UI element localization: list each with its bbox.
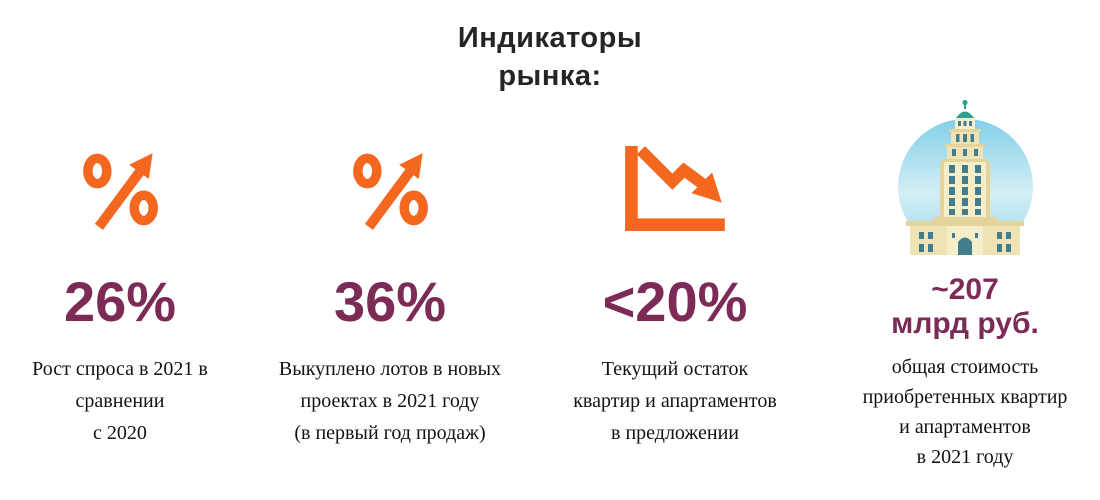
percent-up-arrow-icon xyxy=(81,152,159,230)
indicator-caption: Рост спроса в 2021 в сравнении с 2020 xyxy=(32,358,208,444)
percent-up-arrow-icon xyxy=(351,152,429,230)
chart-declining-arrow-icon xyxy=(625,146,725,231)
indicator-total-value: ~207 млрд руб. общая стоимость приобрете… xyxy=(840,0,1090,500)
tower-building-icon xyxy=(895,99,1035,257)
indicator-value: 26% xyxy=(63,270,177,333)
indicator-caption: Текущий остаток квартир и апартаментов в… xyxy=(573,358,777,444)
indicator-caption: Выкуплено лотов в новых проектах в 2021 … xyxy=(278,358,502,444)
indicator-demand-growth: 26% Рост спроса в 2021 в сравнении с 202… xyxy=(0,0,245,500)
page-title: Индикаторы рынка: xyxy=(457,22,643,92)
indicator-remaining-stock: <20% Текущий остаток квартир и апартамен… xyxy=(550,0,800,500)
indicator-value: ~207 млрд руб. xyxy=(891,273,1039,340)
indicator-lots-sold: 36% Выкуплено лотов в новых проектах в 2… xyxy=(265,0,515,500)
indicator-caption: общая стоимость приобретенных квартир и … xyxy=(862,356,1068,468)
indicator-value: <20% xyxy=(602,270,748,333)
indicator-value: 36% xyxy=(333,270,447,333)
